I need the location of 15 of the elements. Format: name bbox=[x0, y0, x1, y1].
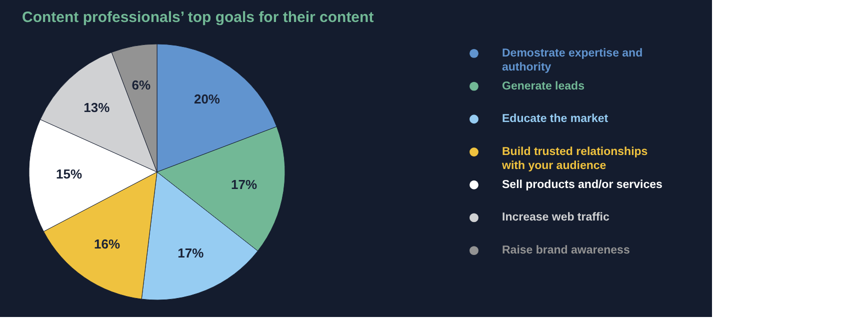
legend-label: Educate the market bbox=[502, 113, 608, 126]
data-label: 20% bbox=[194, 92, 220, 107]
legend-label: Demostrate expertise and authority bbox=[502, 47, 643, 74]
legend-label: Increase web traffic bbox=[502, 212, 610, 224]
data-label: 15% bbox=[56, 166, 82, 182]
data-label: 13% bbox=[84, 100, 110, 115]
data-label: 6% bbox=[132, 77, 151, 92]
legend-label: Build trusted relationships with your audience bbox=[501, 146, 648, 172]
legend-label: Sell products and/or services bbox=[502, 178, 662, 191]
legend-label: Generate leads bbox=[502, 80, 584, 92]
data-label: 17% bbox=[230, 177, 258, 192]
chart-title: Content professionals’ top goals for their content bbox=[22, 9, 374, 26]
legend-label: Raise brand awareness bbox=[502, 244, 630, 257]
data-label: 17% bbox=[178, 245, 204, 260]
data-label: 16% bbox=[94, 236, 120, 252]
